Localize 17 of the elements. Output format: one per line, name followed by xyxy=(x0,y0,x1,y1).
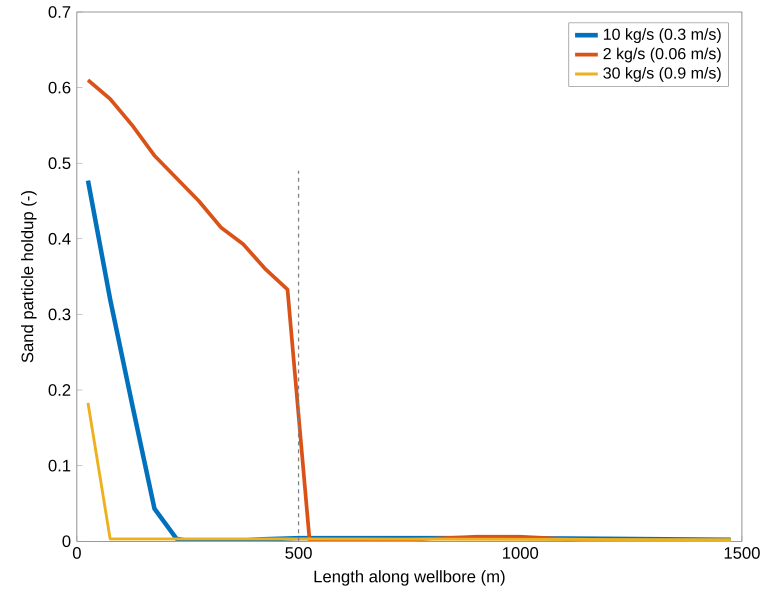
y-tick-label: 0 xyxy=(62,535,70,548)
y-tick-label: 0.2 xyxy=(48,384,70,396)
y-tick-label: 0.5 xyxy=(48,157,70,170)
y-tick-label: 0.6 xyxy=(48,82,70,94)
y-tick-label: 0.4 xyxy=(48,232,71,245)
y-tick-label: 0.7 xyxy=(48,6,70,18)
x-tick-label: 0 xyxy=(72,546,81,559)
x-tick-label: 1500 xyxy=(724,546,760,559)
x-tick-label: 1000 xyxy=(503,546,538,559)
legend-label: 30 kg/s (0.9 m/s) xyxy=(603,66,721,82)
legend-label: 10 kg/s (0.3 m/s) xyxy=(604,28,721,43)
y-tick-label: 0.1 xyxy=(48,460,70,472)
x-tick-label: 500 xyxy=(285,546,312,559)
x-axis-title: Length along wellbore (m) xyxy=(314,570,505,586)
legend-label: 2 kg/s (0.06 m/s) xyxy=(604,48,721,62)
y-axis-title: Sand particle holdup (-) xyxy=(21,191,37,362)
y-tick-label: 0.3 xyxy=(48,308,70,320)
